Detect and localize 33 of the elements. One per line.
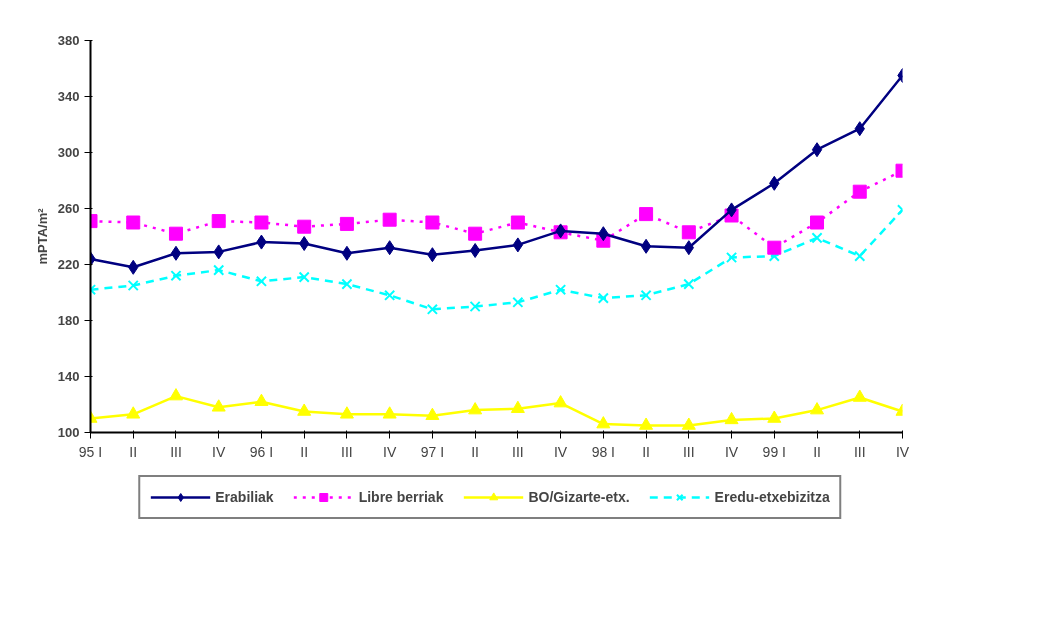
x-tick-label: III <box>512 443 524 460</box>
x-tick-label: II <box>813 443 821 460</box>
x-tick-label: 95 I <box>78 443 103 460</box>
x-tick-label: III <box>170 443 182 460</box>
x-tick-label: 96 I <box>249 443 274 460</box>
x-tick-label: II <box>129 443 138 460</box>
y-axis-title: mPTA/m² <box>34 207 50 265</box>
y-tick-label: 300 <box>57 145 80 160</box>
x-tick-label: III <box>682 443 695 460</box>
y-tick-label: 260 <box>57 201 80 216</box>
x-tick-label: 99 I <box>762 443 786 460</box>
legend-label: Eredu-etxebizitza <box>714 489 830 505</box>
y-tick-label: 340 <box>57 89 80 104</box>
x-tick-label: II <box>471 443 480 460</box>
y-tick-label: 180 <box>57 313 80 328</box>
y-tick-label: 380 <box>57 33 80 48</box>
x-tick-label: III <box>341 443 353 460</box>
x-tick-label: IV <box>212 443 226 460</box>
y-tick-label: 100 <box>57 425 80 440</box>
legend-label: BO/Gizarte-etx. <box>528 489 630 505</box>
legend-label: Libre berriak <box>358 489 444 505</box>
x-tick-label: IV <box>553 443 568 460</box>
x-tick-label: III <box>853 443 866 460</box>
legend-label: Erabiliak <box>215 489 274 505</box>
x-tick-label: IV <box>724 443 739 460</box>
x-tick-label: II <box>642 443 650 460</box>
x-tick-label: II <box>300 443 309 460</box>
y-tick-label: 140 <box>57 369 80 384</box>
x-tick-label: IV <box>383 443 397 460</box>
x-tick-label: 98 I <box>591 443 616 460</box>
y-tick-label: 220 <box>57 257 80 272</box>
x-tick-label: 97 I <box>420 443 445 460</box>
x-tick-label: IV <box>895 443 910 460</box>
